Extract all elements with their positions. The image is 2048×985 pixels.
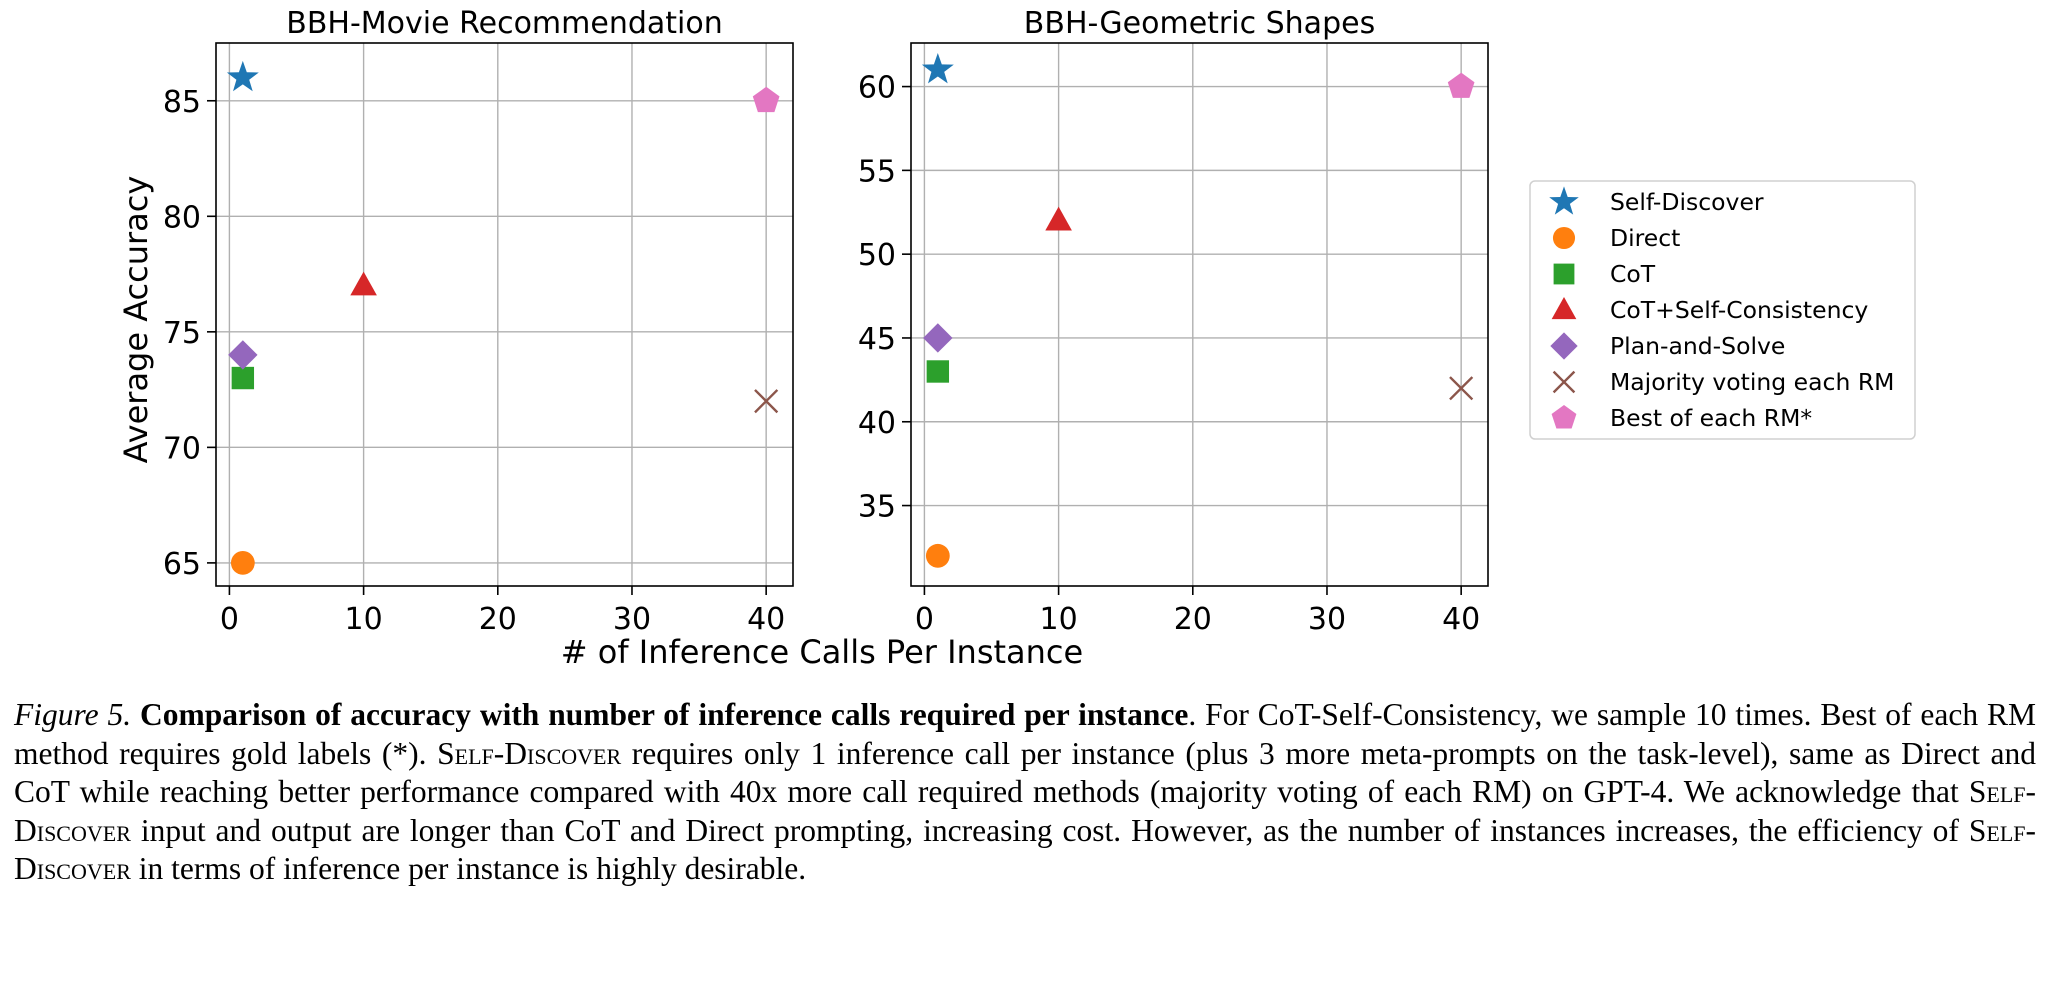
legend-label: Plan-and-Solve bbox=[1610, 332, 1785, 360]
y-tick-label: 65 bbox=[163, 547, 201, 582]
x-tick-label: 20 bbox=[1174, 602, 1212, 637]
point-self-discover bbox=[921, 53, 954, 84]
caption-title: Comparison of accuracy with number of in… bbox=[139, 697, 1189, 732]
x-axis-label: # of Inference Calls Per Instance bbox=[561, 633, 1083, 671]
legend-label: Self-Discover bbox=[1610, 188, 1764, 216]
legend-label: Best of each RM* bbox=[1610, 404, 1812, 432]
x-tick-label: 0 bbox=[220, 602, 239, 637]
point-direct bbox=[925, 543, 950, 568]
legend-marker-direct bbox=[1552, 226, 1576, 250]
x-tick-label: 10 bbox=[345, 602, 383, 637]
y-tick-label: 50 bbox=[858, 238, 896, 273]
point-majority-voting-each-rm bbox=[1449, 376, 1474, 401]
plot-frame bbox=[215, 42, 794, 587]
caption-self-discover-2: Self-Discover bbox=[14, 774, 2036, 848]
point-direct bbox=[230, 550, 255, 575]
point-cot bbox=[231, 366, 255, 390]
caption-text-2: requires only 1 inference call per insta… bbox=[14, 735, 2036, 810]
caption-text-3: input and output are longer than CoT and… bbox=[130, 812, 1969, 848]
legend-label: CoT bbox=[1610, 260, 1656, 288]
caption-figure-label: Figure 5. bbox=[14, 697, 132, 732]
y-tick-label: 55 bbox=[858, 154, 896, 189]
y-tick-label: 45 bbox=[858, 322, 896, 357]
y-axis-label: Average Accuracy bbox=[117, 176, 155, 464]
legend: Self-Discover Direct CoT CoT+Self-Consisten… bbox=[1529, 180, 1916, 440]
legend-label: Direct bbox=[1610, 224, 1680, 252]
plot-frame bbox=[910, 42, 1489, 587]
x-tick-label: 30 bbox=[613, 602, 651, 637]
x-tick-label: 30 bbox=[1308, 602, 1346, 637]
point-cot-self-consistency bbox=[1045, 206, 1072, 231]
point-plan-and-solve bbox=[923, 323, 953, 353]
x-tick-label: 40 bbox=[1442, 602, 1480, 637]
y-tick-label: 40 bbox=[858, 406, 896, 441]
chart-title: BBH-Movie Recommendation bbox=[286, 6, 722, 41]
y-tick-label: 60 bbox=[858, 71, 896, 106]
legend-marker-majority-voting-each-rm bbox=[1552, 370, 1576, 394]
y-tick-label: 75 bbox=[163, 316, 201, 351]
legend-marker-self-discover bbox=[1549, 186, 1579, 215]
caption-self-discover-1: Self-Discover bbox=[437, 735, 622, 771]
x-tick-label: 20 bbox=[479, 602, 517, 637]
y-tick-label: 85 bbox=[163, 85, 201, 120]
x-tick-label: 0 bbox=[915, 602, 934, 637]
caption-text-1: . For CoT-Self-Consistency, we sample 10… bbox=[14, 697, 2036, 771]
figure-caption: Figure 5. Comparison of accuracy with nu… bbox=[14, 696, 2036, 889]
point-self-discover bbox=[226, 60, 259, 92]
legend-marker-cot bbox=[1553, 263, 1575, 285]
y-tick-label: 80 bbox=[163, 200, 201, 235]
x-tick-label: 40 bbox=[747, 602, 785, 637]
legend-marker-plan-and-solve bbox=[1550, 332, 1578, 360]
point-cot-self-consistency bbox=[350, 271, 377, 296]
legend-frame bbox=[1529, 180, 1916, 440]
plot-movie-recommendation: 0 10 20 30 40 65 70 75 80 85 BBH-Movie Recommendat… bbox=[117, 6, 794, 637]
legend-label: Majority voting each RM bbox=[1610, 368, 1894, 396]
point-cot bbox=[926, 360, 950, 383]
legend-label: CoT+Self-Consistency bbox=[1610, 296, 1868, 324]
legend-marker-cot-self-consistency bbox=[1551, 297, 1577, 320]
point-best-of-each-rm bbox=[752, 86, 780, 113]
plot-geometric-shapes: 0 10 20 30 40 35 40 45 50 55 60 BBH-Geometric Shape… bbox=[858, 6, 1489, 637]
x-tick-label: 10 bbox=[1040, 602, 1078, 637]
legend-marker-best-of-each-rm bbox=[1551, 405, 1577, 429]
chart-title: BBH-Geometric Shapes bbox=[1024, 6, 1375, 41]
y-tick-label: 35 bbox=[858, 490, 896, 525]
point-majority-voting-each-rm bbox=[754, 389, 779, 414]
y-tick-label: 70 bbox=[163, 431, 201, 466]
caption-text-4: in terms of inference per instance is hi… bbox=[130, 851, 807, 886]
point-plan-and-solve bbox=[228, 340, 258, 370]
caption-self-discover-3: Self-Discover bbox=[14, 812, 2036, 887]
point-best-of-each-rm bbox=[1447, 72, 1475, 98]
